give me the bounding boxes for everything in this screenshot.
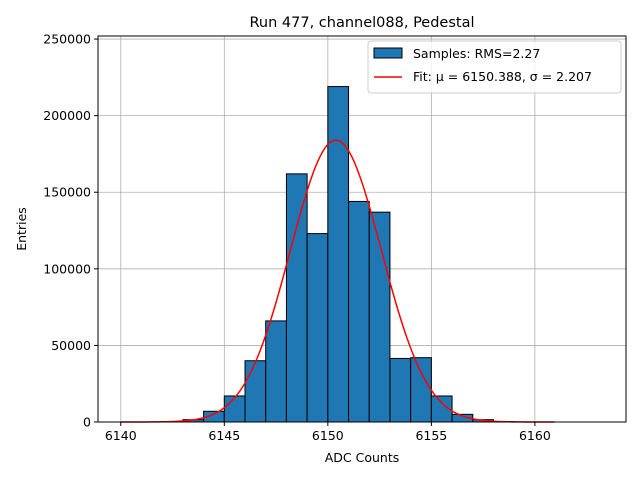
legend-swatch-samples <box>374 48 402 58</box>
y-tick-label: 200000 <box>43 108 91 123</box>
histogram-bar <box>349 201 370 422</box>
y-tick-label: 100000 <box>43 261 91 276</box>
histogram-bar <box>390 358 411 422</box>
y-tick-label: 50000 <box>51 338 91 353</box>
y-tick-label: 250000 <box>43 32 91 47</box>
histogram-bar <box>328 87 349 422</box>
histogram-bar <box>286 174 307 422</box>
legend-label-fit: Fit: μ = 6150.388, σ = 2.207 <box>413 69 592 84</box>
y-tick-label: 0 <box>83 415 91 430</box>
legend-label-samples: Samples: RMS=2.27 <box>413 46 540 61</box>
x-tick-label: 6155 <box>415 428 447 443</box>
x-tick-label: 6140 <box>105 428 137 443</box>
x-tick-label: 6145 <box>208 428 240 443</box>
chart-title: Run 477, channel088, Pedestal <box>249 15 474 31</box>
histogram-bar <box>266 321 287 422</box>
y-tick-label: 150000 <box>43 185 91 200</box>
y-axis-label: Entries <box>14 207 29 251</box>
x-tick-label: 6150 <box>312 428 344 443</box>
histogram-bar <box>245 361 266 422</box>
legend: Samples: RMS=2.27 Fit: μ = 6150.388, σ =… <box>368 41 621 93</box>
histogram-bar <box>224 396 245 422</box>
histogram-bar <box>411 358 432 422</box>
histogram-bar <box>307 234 328 422</box>
x-axis-label: ADC Counts <box>325 450 400 465</box>
x-tick-label: 6160 <box>519 428 551 443</box>
